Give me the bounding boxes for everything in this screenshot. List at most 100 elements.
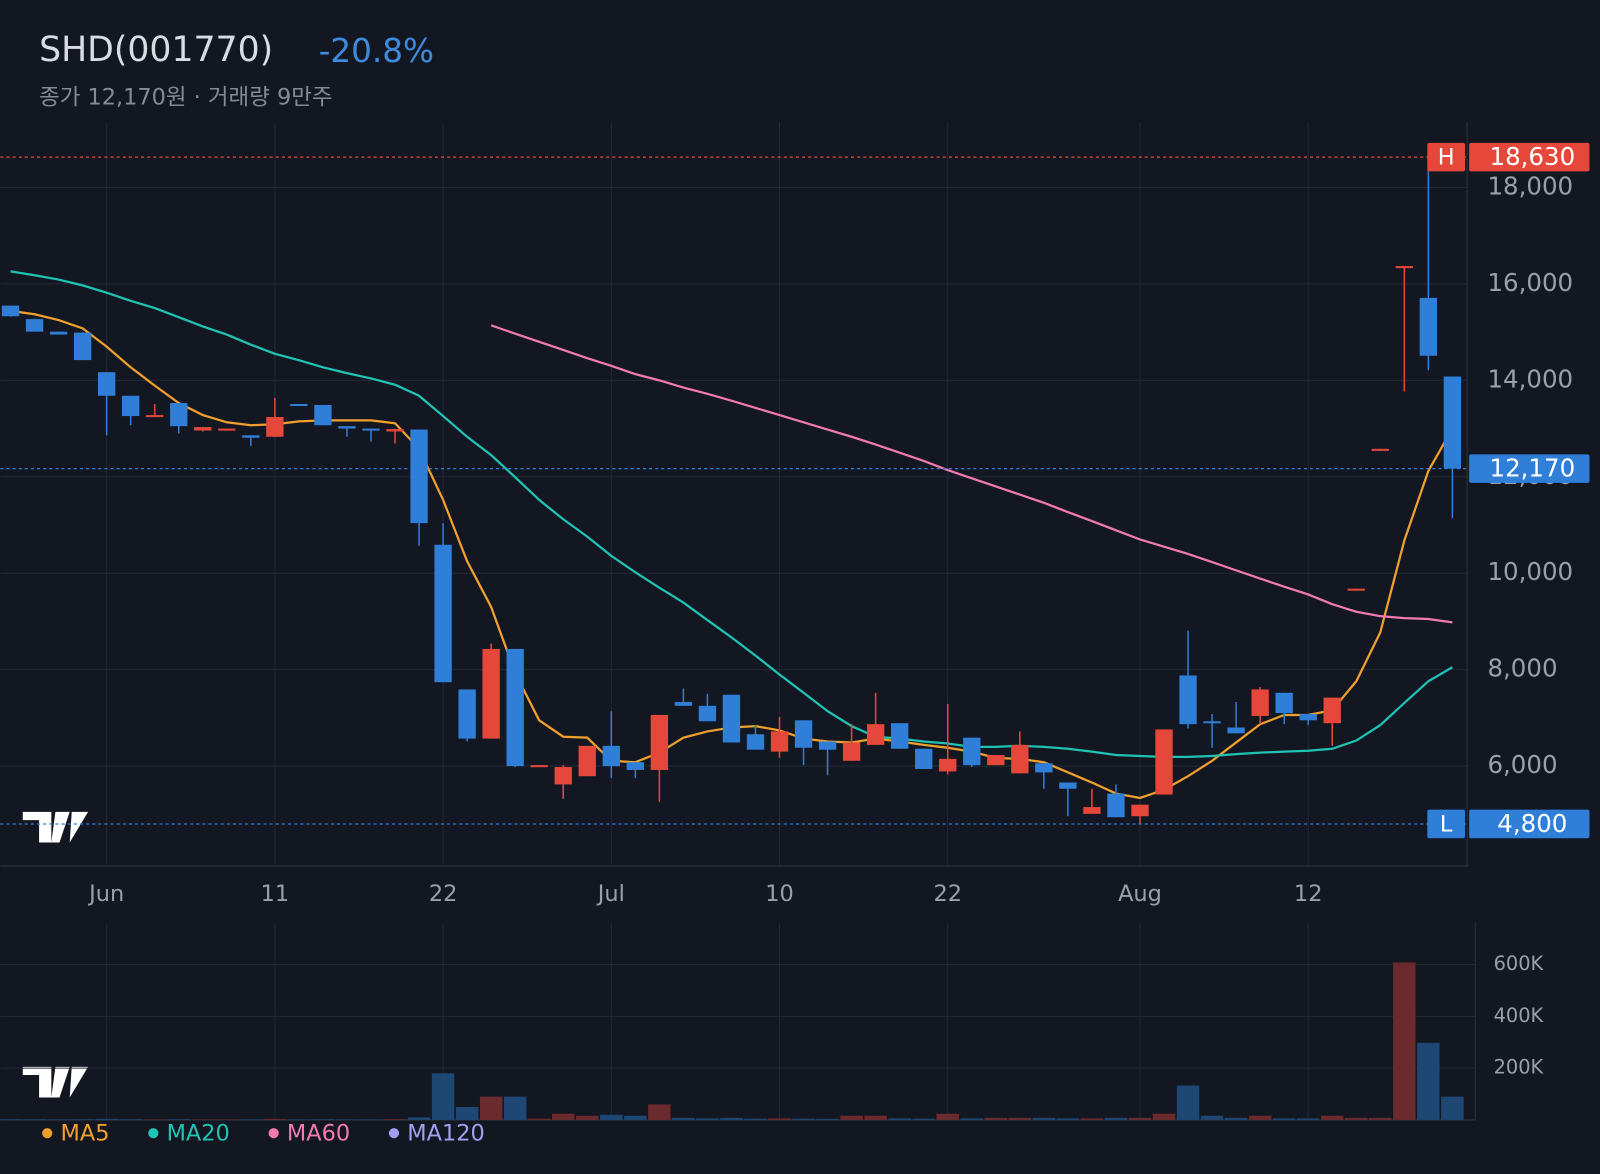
volume-bar (1441, 1096, 1464, 1120)
volume-bar (191, 1119, 214, 1120)
candle-body (1179, 675, 1197, 725)
candle-body (410, 429, 428, 524)
volume-bar (95, 1118, 118, 1120)
candle-body (722, 694, 741, 743)
x-tick-label: Aug (1118, 881, 1162, 907)
ma-line (10, 270, 1453, 759)
volume-bar (888, 1118, 911, 1120)
legend-label: MA20 (167, 1121, 230, 1147)
candle-body (170, 403, 188, 427)
candle-body (674, 701, 693, 706)
volume-bar (1369, 1117, 1392, 1120)
volume-bar (648, 1104, 671, 1120)
volume-bar (47, 1119, 70, 1120)
x-tick-label: 22 (933, 881, 962, 907)
legend-dot (388, 1128, 400, 1139)
candle-body (1059, 782, 1077, 789)
volume-bar (696, 1118, 719, 1120)
volume-bar (936, 1113, 959, 1120)
legend-dot (268, 1128, 279, 1139)
candle-body (891, 723, 909, 749)
y-tick-label: 14,000 (1487, 364, 1573, 393)
volume-bar (287, 1119, 311, 1120)
candle-body (1419, 297, 1438, 356)
candle-body (1227, 727, 1245, 734)
candle-body (266, 417, 284, 437)
y-tick-label: 6,000 (1487, 750, 1557, 779)
volume-bar (816, 1118, 839, 1120)
volume-bar (455, 1106, 479, 1120)
candle-body (987, 755, 1005, 766)
x-tick-label: 11 (261, 881, 290, 907)
candle-body (338, 426, 356, 429)
low_tag: L (1440, 811, 1453, 837)
title: SHD(001770) (39, 30, 273, 70)
legend-dot (148, 1128, 159, 1139)
legend-label: MA120 (407, 1121, 484, 1147)
candle-body (434, 544, 452, 683)
volume-bar (1417, 1042, 1440, 1120)
candle-body (939, 758, 957, 772)
volume-bar (1008, 1117, 1032, 1120)
volume-bar (215, 1119, 239, 1120)
volume-bar (792, 1118, 815, 1120)
high_tag: H (1438, 145, 1455, 171)
y-tick-label: 200K (1494, 1056, 1545, 1079)
x-tick-label: Jul (596, 881, 625, 907)
volume-bar (1345, 1117, 1368, 1120)
candle-body (1131, 804, 1149, 817)
legend-label: MA5 (61, 1121, 110, 1147)
candle-body (49, 331, 68, 335)
volume-bar (23, 1119, 46, 1120)
volume-bar (1393, 962, 1416, 1120)
volume-bar (263, 1118, 287, 1120)
candle-body (818, 741, 837, 750)
volume-bar (1176, 1085, 1200, 1120)
candle-body (25, 319, 44, 332)
candle-body (794, 720, 813, 748)
y-tick-label: 18,000 (1487, 171, 1573, 200)
volume-bar (335, 1119, 359, 1120)
candle-body (626, 762, 645, 770)
candle-body (290, 403, 308, 407)
high_mark-box (1469, 142, 1590, 172)
candle-body (73, 332, 92, 361)
candle-body (218, 428, 236, 431)
legend-label: MA60 (287, 1121, 350, 1147)
candle-body (1, 305, 20, 317)
volume-bar (503, 1096, 527, 1120)
volume-bar (1296, 1118, 1320, 1120)
candle-body (770, 731, 789, 752)
y-tick-label: 400K (1494, 1004, 1545, 1027)
candle-body (242, 435, 260, 438)
candle-body (1011, 744, 1029, 774)
volume-bar (552, 1113, 575, 1120)
y-tick-label: 16,000 (1487, 268, 1573, 297)
x-tick-label: 22 (429, 881, 458, 907)
last_mark-label: 12,170 (1490, 454, 1576, 483)
candle-body (1443, 376, 1462, 469)
candle-body (1275, 692, 1293, 714)
volume-bar (383, 1119, 407, 1120)
candle-body (146, 415, 164, 418)
volume-bar (1104, 1117, 1128, 1120)
candle-body (506, 648, 524, 767)
y-tick-label: 8,000 (1487, 654, 1557, 683)
candle-body (842, 742, 861, 761)
volume-bar (1032, 1117, 1056, 1120)
volume-bar (1321, 1115, 1344, 1120)
volume-bar (167, 1119, 190, 1120)
candle-body (1155, 729, 1173, 795)
candle-body (362, 428, 380, 431)
volume-bar (143, 1119, 166, 1120)
candle-body (1371, 448, 1389, 451)
volume-bar (744, 1118, 767, 1120)
candle-body (1299, 714, 1317, 721)
candle-body (602, 745, 620, 767)
candle-body (1323, 697, 1341, 724)
candle-body (482, 648, 500, 739)
candle-body (1107, 793, 1125, 818)
